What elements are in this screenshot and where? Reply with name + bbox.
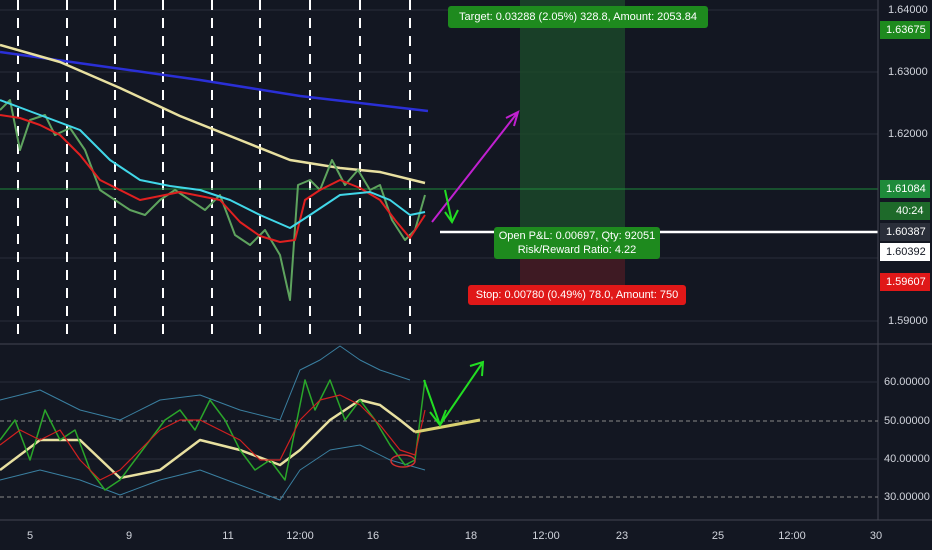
price-axis: 1.64000 1.63000 1.62000 1.59000 1.63675 …	[880, 4, 930, 327]
time-label: 11	[222, 530, 233, 542]
countdown-badge: 40:24	[896, 205, 924, 217]
target-badge: 1.63675	[886, 24, 926, 36]
time-label: 12:00	[532, 530, 560, 542]
price-label: 1.64000	[888, 4, 928, 16]
time-axis: 5 9 11 12:00 16 18 12:00 23 25 12:00 30	[27, 530, 882, 542]
ma-long	[0, 50, 429, 113]
pnl-box	[494, 227, 660, 259]
oscillator	[0, 379, 426, 491]
time-label: 16	[367, 530, 379, 542]
price-label: 1.62000	[888, 128, 928, 140]
stop-label: Stop: 0.00780 (0.49%) 78.0, Amount: 750	[476, 289, 678, 301]
time-label: 5	[27, 530, 33, 542]
up-arrow	[431, 110, 520, 223]
oscillator-red	[0, 394, 426, 481]
indicator-axis: 60.00000 50.00000 40.00000 30.00000	[884, 376, 930, 503]
bid-badge: 1.60392	[886, 246, 926, 258]
indicator-label: 40.00000	[884, 453, 930, 465]
stop-box	[468, 285, 686, 305]
indicator-label: 30.00000	[884, 491, 930, 503]
price-label: 1.59000	[888, 315, 928, 327]
ma-slow	[0, 43, 426, 185]
price	[0, 99, 426, 301]
indicator-label: 60.00000	[884, 376, 930, 388]
price-label: 1.63000	[888, 66, 928, 78]
entry-badge: 1.60387	[886, 226, 926, 238]
last-badge: 1.61084	[886, 183, 926, 195]
trend-line	[414, 418, 481, 434]
highlight-circle	[390, 454, 416, 468]
time-label: 18	[465, 530, 477, 542]
target-zone	[520, 0, 625, 232]
time-label: 12:00	[286, 530, 314, 542]
indicator-levels	[0, 420, 878, 498]
stop-badge: 1.59607	[886, 276, 926, 288]
down-arrow	[444, 189, 459, 224]
time-label: 30	[870, 530, 882, 542]
signal	[0, 398, 416, 480]
band-lower	[0, 444, 426, 501]
indicator-arrows	[423, 360, 485, 428]
time-label: 23	[616, 530, 628, 542]
pnl-label: Open P&L: 0.00697, Qty: 92051	[499, 230, 656, 242]
band-upper	[0, 345, 411, 421]
target-label: Target: 0.03288 (2.05%) 328.8, Amount: 2…	[459, 11, 697, 23]
time-label: 25	[712, 530, 724, 542]
indicator-label: 50.00000	[884, 415, 930, 427]
time-label: 12:00	[778, 530, 806, 542]
target-box	[448, 6, 708, 28]
indicator-grid	[0, 381, 878, 460]
ma-fast-cyan	[0, 99, 426, 229]
ma-fast-red	[0, 114, 426, 243]
ratio-label: Risk/Reward Ratio: 4.22	[518, 244, 637, 256]
time-label: 9	[126, 530, 132, 542]
